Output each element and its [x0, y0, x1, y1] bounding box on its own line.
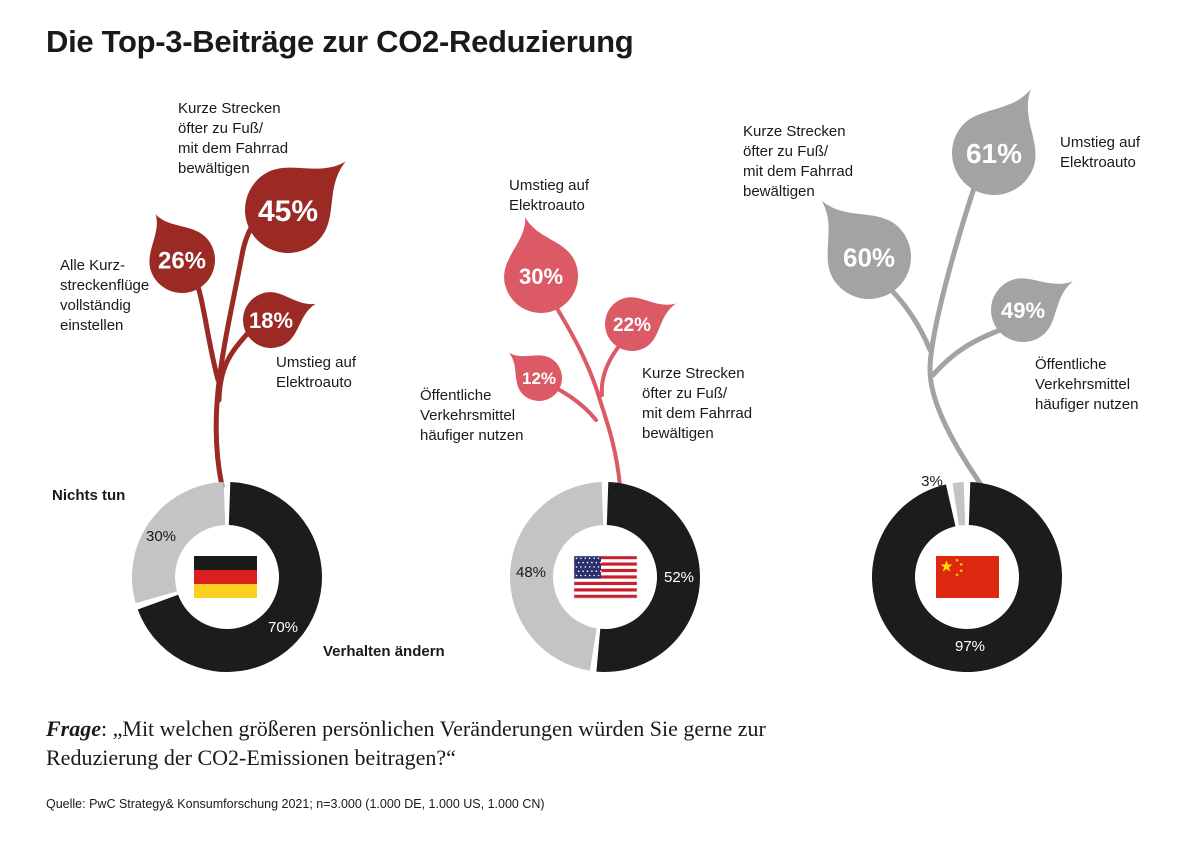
leaf-de-2: 26% — [149, 214, 215, 293]
leaf-label-cn-3: Öffentliche Verkehrsmittel häufiger nutzen — [1035, 355, 1138, 413]
leaf-cn-1: 61% — [952, 89, 1036, 195]
stem-us-1 — [550, 298, 622, 488]
leaf-shape-de-2 — [149, 214, 215, 293]
leaf-shape-de-1 — [245, 161, 346, 253]
stem-cn-1 — [927, 182, 985, 489]
donut-value-us-1: 52% — [664, 569, 694, 586]
china-flag-icon — [936, 556, 999, 598]
leaf-shape-cn-3 — [991, 278, 1073, 342]
legend-nichts-tun: Nichts tun — [52, 487, 125, 504]
flags — [194, 555, 999, 599]
question-label: Frage — [46, 716, 101, 741]
leaf-cn-3: 49% — [991, 278, 1073, 342]
leaf-shape-cn-2 — [821, 200, 911, 299]
survey-question: Frage: „Mit welchen größeren persönliche… — [46, 714, 806, 772]
leaf-value-cn-2: 60% — [843, 242, 895, 272]
donut-value-cn-2: 3% — [921, 473, 943, 490]
leaf-label-cn-2: Kurze Strecken öfter zu Fuß/mit dem Fahrr… — [743, 123, 853, 200]
donut-value-de-2: 30% — [146, 528, 176, 545]
plant-leaves: 45% 26% 18% 30% 22% 12% 61% 60% 49% — [149, 89, 1073, 401]
donut-slice-cn-verhalten — [871, 482, 1062, 673]
leaf-shape-us-2 — [605, 297, 677, 351]
leaf-shape-us-1 — [504, 217, 578, 313]
leaf-us-2: 22% — [605, 297, 677, 351]
leaf-label-de-3: Umstieg auf Elektroauto — [276, 354, 357, 391]
question-text: : „Mit welchen größeren persönlichen Ver… — [46, 716, 766, 770]
leaf-value-us-1: 30% — [519, 264, 563, 289]
donut-slice-us-verhalten — [596, 482, 701, 673]
leaf-label-us-2: Kurze Strecken öfter zu Fuß/mit dem Fahrr… — [642, 365, 752, 442]
leaf-value-cn-1: 61% — [966, 138, 1022, 169]
leaf-label-us-3: Öffentliche Verkehrsmittel häufiger nutzen — [420, 386, 523, 444]
donut-slice-de-nichts — [132, 482, 226, 604]
leaf-cn-2: 60% — [821, 200, 911, 299]
leaf-value-cn-3: 49% — [1001, 298, 1045, 323]
leaf-value-us-2: 22% — [613, 315, 651, 336]
donut-value-de-1: 70% — [268, 619, 298, 636]
leaf-label-de-2: Alle Kurz-streckenflüge vollständig einste… — [60, 257, 149, 334]
germany-flag-icon — [194, 556, 257, 598]
donut-value-us-2: 48% — [516, 564, 546, 581]
leaf-shape-cn-1 — [952, 89, 1036, 195]
leaf-label-us-1: Umstieg auf Elektroauto — [509, 177, 590, 214]
chart-title: Die Top-3-Beiträge zur CO2-Reduzierung — [46, 24, 634, 59]
leaf-shape-de-3 — [243, 292, 316, 348]
source-note: Quelle: PwC Strategy& Konsumforschung 20… — [46, 797, 545, 811]
legend-verhalten-aendern: Verhalten ändern — [323, 643, 445, 660]
leaf-us-3: 12% — [509, 352, 562, 401]
leaf-value-de-2: 26% — [158, 248, 206, 275]
stem-cn-3 — [930, 327, 1003, 378]
donut-slice-cn-nichts — [952, 482, 966, 526]
leaf-value-de-3: 18% — [249, 308, 293, 333]
leaf-label-cn-1: Umstieg auf Elektroauto — [1060, 134, 1141, 171]
leaf-value-de-1: 45% — [258, 195, 318, 228]
leaf-labels: Kurze Strecken öfter zu Fuß/mit dem Fahrr… — [60, 100, 1141, 444]
leaf-label-de-1: Kurze Strecken öfter zu Fuß/mit dem Fahrr… — [178, 100, 288, 177]
leaf-shape-us-3 — [509, 352, 562, 401]
donut-slice-de-verhalten — [137, 482, 323, 672]
usa-flag-icon — [573, 555, 638, 599]
leaf-us-1: 30% — [504, 217, 578, 313]
donut-slice-us-nichts — [509, 482, 604, 671]
donut-value-cn-1: 97% — [955, 638, 985, 655]
leaf-de-3: 18% — [243, 292, 316, 348]
leaf-de-1: 45% — [245, 161, 346, 253]
donut-charts: 70% 30% Verhalten ändern Nichts tun 52% 48% 97… — [52, 473, 1062, 673]
leaf-value-us-3: 12% — [522, 369, 556, 388]
